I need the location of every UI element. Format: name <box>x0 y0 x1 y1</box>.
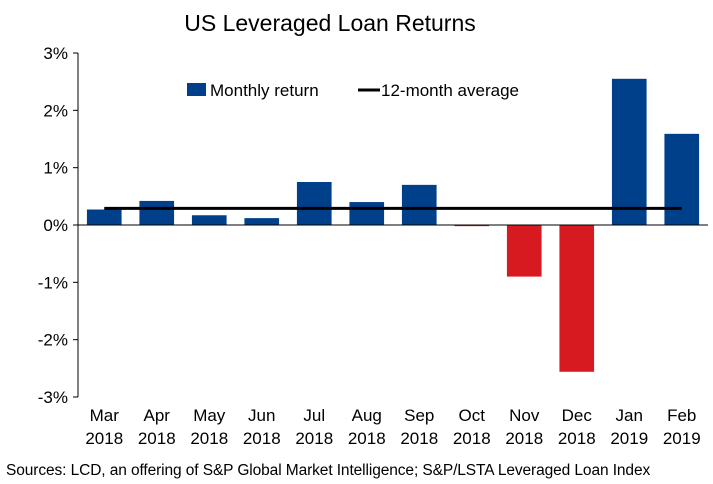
legend-label-monthly-return: Monthly return <box>210 81 319 100</box>
y-tick-label: 3% <box>43 44 68 63</box>
x-tick-label: Aug <box>352 406 382 425</box>
y-tick-label: -3% <box>38 388 68 407</box>
bars <box>86 78 700 372</box>
x-tick-label: May <box>193 406 226 425</box>
x-tick-label: Nov <box>509 406 540 425</box>
x-tick-label: Sep <box>404 406 434 425</box>
x-tick-label: Feb <box>667 406 696 425</box>
x-tick-label: Apr <box>144 406 171 425</box>
bar <box>559 225 595 372</box>
x-tick-label: Oct <box>459 406 486 425</box>
x-tick-label: 2018 <box>85 429 123 448</box>
y-tick-label: -2% <box>38 331 68 350</box>
bar <box>296 182 332 225</box>
legend: Monthly return 12-month average <box>187 81 519 100</box>
bar <box>349 202 385 225</box>
x-tick-label: 2018 <box>348 429 386 448</box>
bar <box>86 209 122 225</box>
x-tick-label: 2018 <box>243 429 281 448</box>
x-tick-label: 2018 <box>505 429 543 448</box>
x-tick-label: Jun <box>248 406 275 425</box>
y-tick-label: 1% <box>43 159 68 178</box>
y-tick-label: 0% <box>43 216 68 235</box>
x-tick-label: 2019 <box>610 429 648 448</box>
y-axis: 3% 2% 1% 0% -1% -2% -3% <box>38 44 79 407</box>
legend-swatch-monthly-return <box>187 83 206 96</box>
bar <box>401 184 437 225</box>
legend-label-12-month-average: 12-month average <box>381 81 519 100</box>
bar <box>244 218 280 225</box>
chart-title: US Leveraged Loan Returns <box>184 10 476 36</box>
bar <box>611 78 647 225</box>
bar <box>664 133 700 225</box>
x-tick-label: 2018 <box>138 429 176 448</box>
y-tick-label: 2% <box>43 101 68 120</box>
x-tick-label: 2018 <box>190 429 228 448</box>
x-tick-label: Jan <box>616 406 643 425</box>
x-tick-label: Jul <box>303 406 325 425</box>
bar <box>454 225 490 227</box>
x-tick-label: 2019 <box>663 429 701 448</box>
x-tick-label: 2018 <box>295 429 333 448</box>
x-tick-label: 2018 <box>558 429 596 448</box>
source-note: Sources: LCD, an offering of S&P Global … <box>6 462 651 479</box>
x-axis-labels: Mar 2018 Apr 2018 May 2018 Jun 2018 Jul 2018 Aug 20… <box>85 406 700 448</box>
x-tick-label: 2018 <box>400 429 438 448</box>
y-tick-label: -1% <box>38 273 68 292</box>
x-tick-label: Mar <box>90 406 120 425</box>
bar <box>139 200 175 225</box>
bar <box>191 215 227 225</box>
x-tick-label: 2018 <box>453 429 491 448</box>
x-tick-label: Dec <box>562 406 593 425</box>
bar <box>506 225 542 277</box>
